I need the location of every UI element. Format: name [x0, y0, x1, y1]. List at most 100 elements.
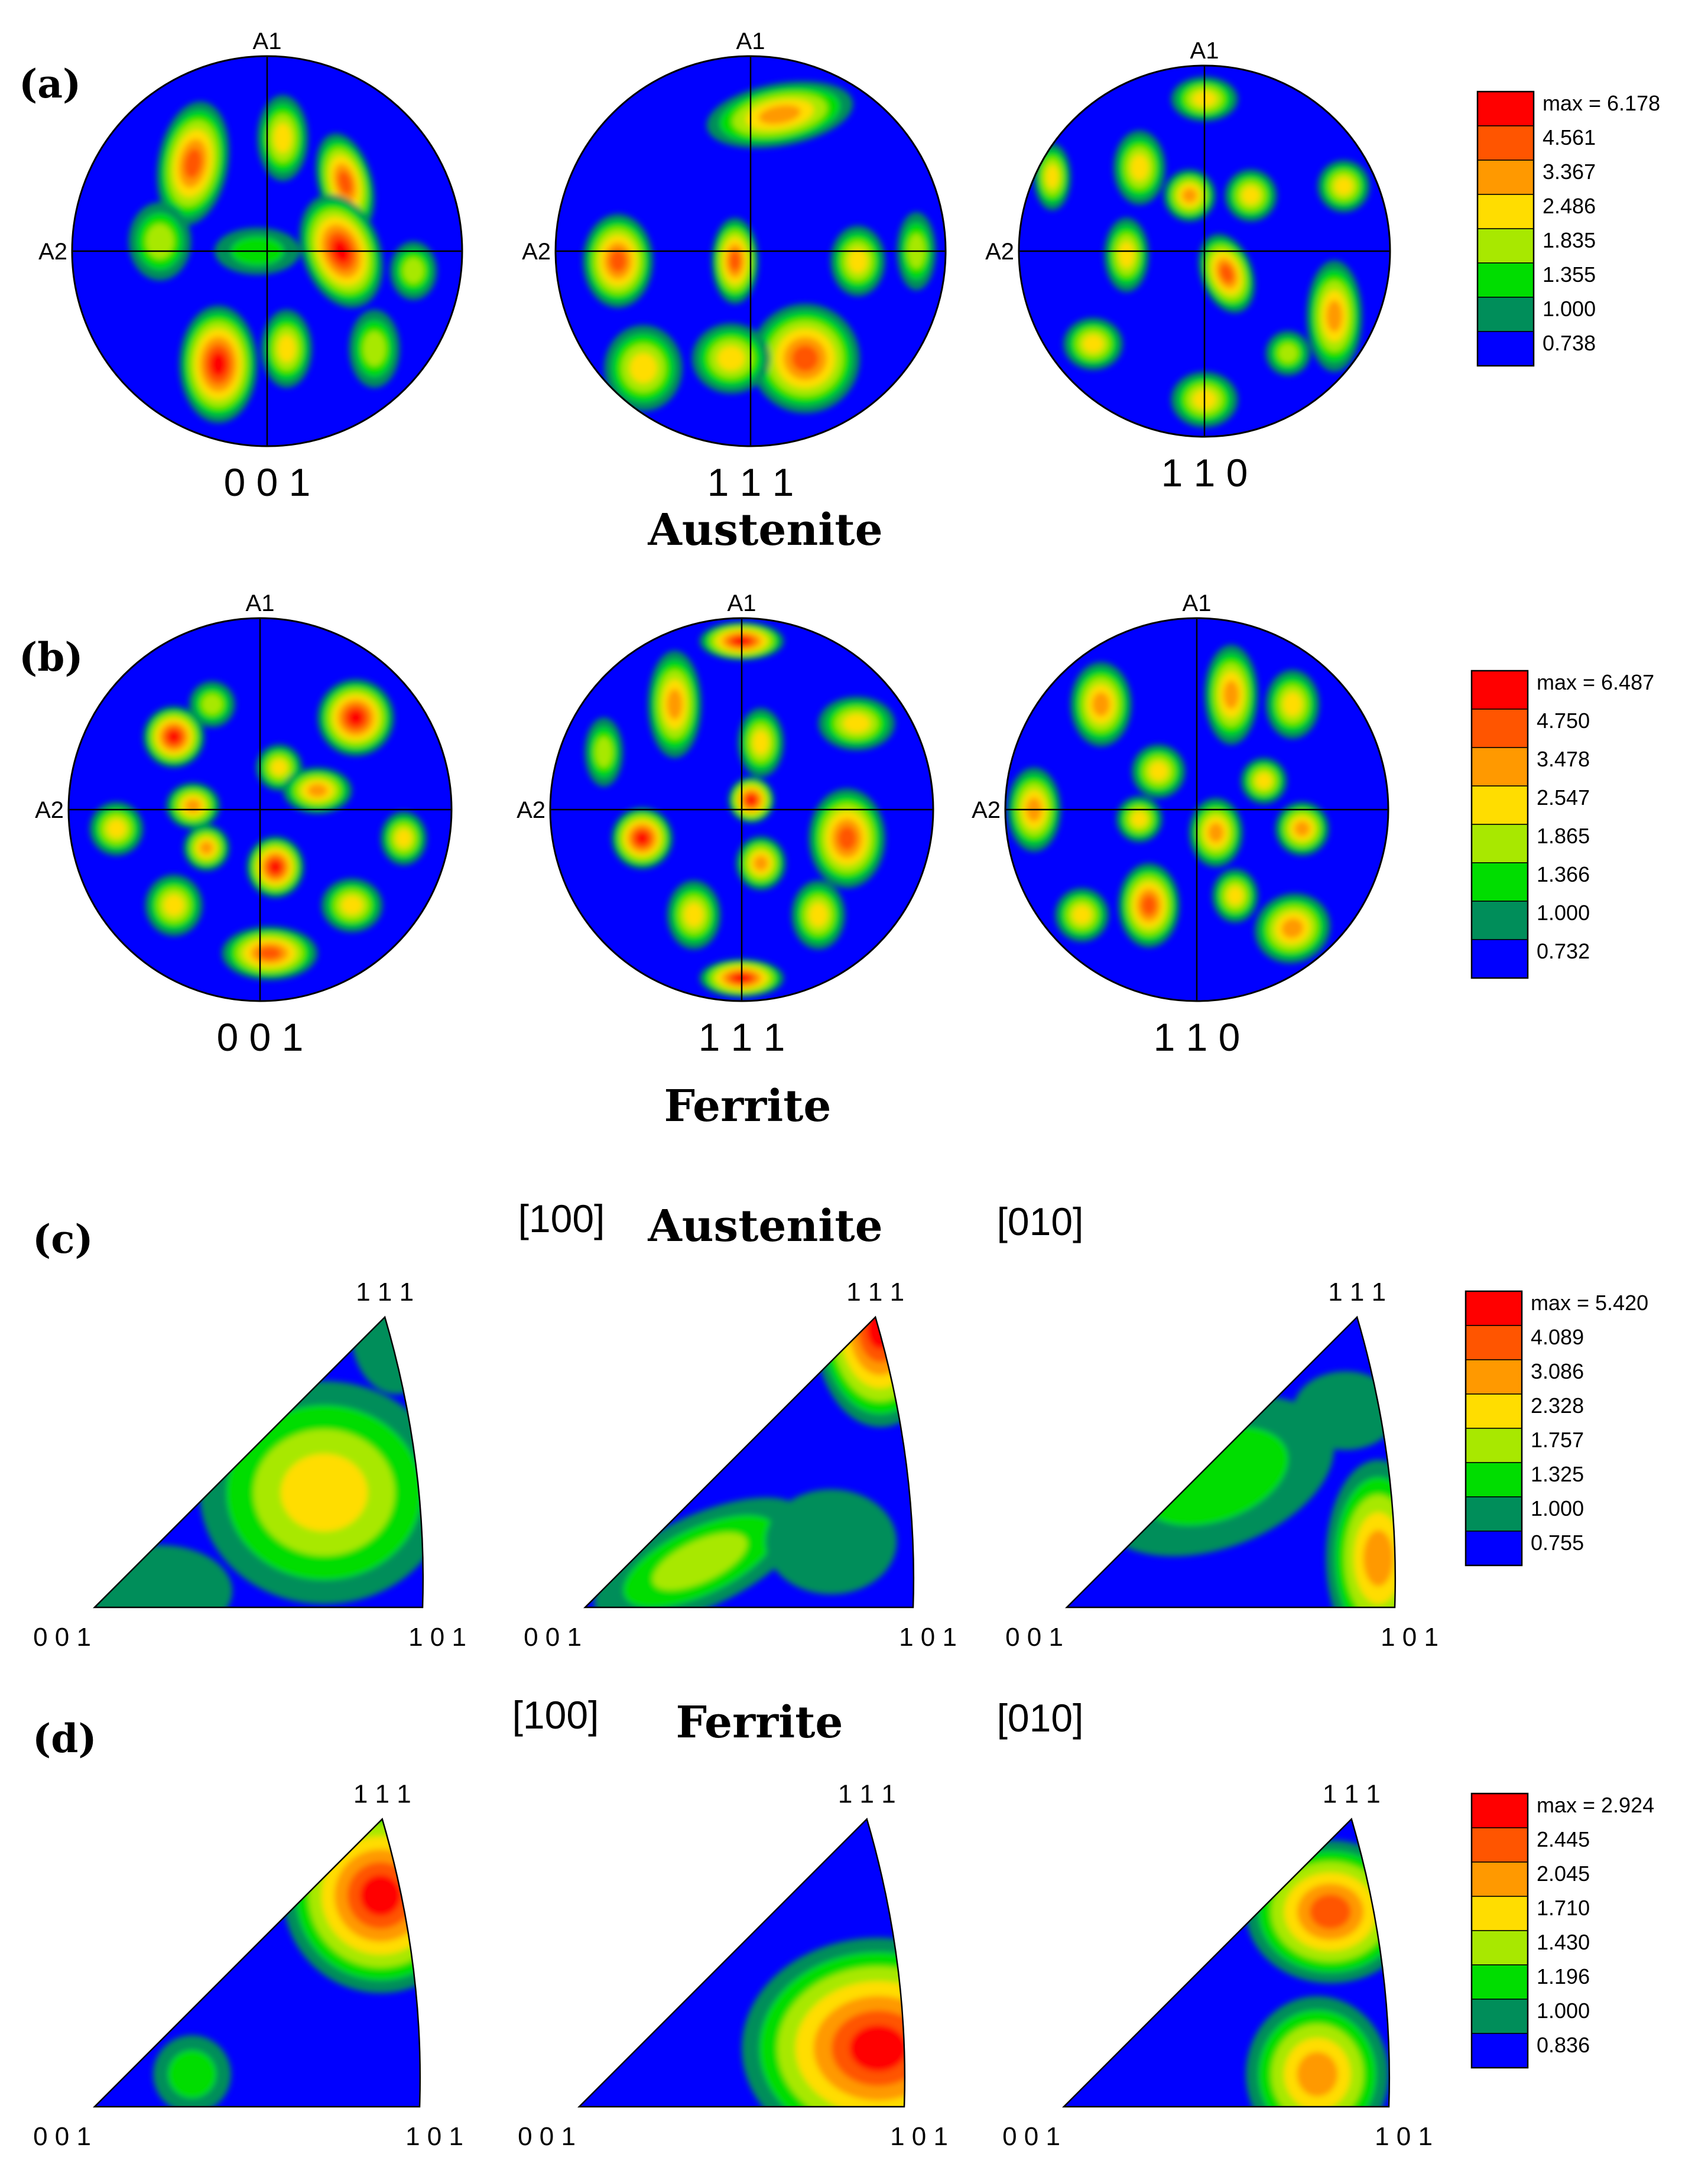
legend-swatch — [1471, 709, 1528, 748]
legend-swatch — [1471, 1999, 1528, 2034]
ipf-outline — [92, 1817, 421, 2108]
contour-blob — [261, 310, 312, 388]
contour-blob — [585, 717, 624, 787]
a1-axis-label: A1 — [728, 590, 756, 616]
ipf-triangle-c-1: 0 0 1 1 0 1 1 1 1 — [33, 1278, 466, 1652]
contour-blob — [389, 241, 437, 300]
corner-label-001: 0 0 1 — [33, 1623, 91, 1652]
corner-label-101: 1 0 1 — [890, 2122, 948, 2151]
legend-swatch — [1471, 1827, 1528, 1863]
contour-blob — [199, 1381, 423, 1604]
legends: max = 6.178 4.561 3.367 2.486 1.835 1.355 1.00… — [1465, 90, 1660, 2069]
legend-c: max = 5.420 4.089 3.086 2.328 1.757 1.325 1.00… — [1465, 1290, 1648, 1567]
ipf-triangle-d-3: 0 0 1 1 0 1 1 1 1 — [1002, 1779, 1433, 2151]
contour-blob — [321, 878, 383, 933]
contour-blob — [712, 217, 759, 304]
contour-blob — [611, 807, 673, 869]
legend-swatch — [1471, 1896, 1528, 1931]
a2-axis-label: A2 — [522, 239, 551, 265]
ipf-triangle-d-2: 0 0 1 1 0 1 1 1 1 — [518, 1779, 948, 2151]
contour-blob — [349, 310, 400, 388]
contour-blob — [179, 306, 258, 423]
legend-frame — [1465, 1290, 1523, 1567]
ipf-triangle-d-1: 0 0 1 1 0 1 1 1 1 — [33, 1779, 463, 2151]
panel-b-phase-title: Ferrite — [664, 1081, 832, 1132]
legend-label: max = 5.420 — [1531, 1291, 1648, 1315]
contour-blob — [89, 802, 144, 856]
panel-d-letter: (d) — [33, 1716, 97, 1762]
contour-blob — [818, 696, 895, 751]
a2-axis-label: A2 — [972, 797, 1001, 823]
contour-blob — [381, 811, 427, 865]
contour-blob — [1163, 169, 1216, 222]
contour-blob — [1113, 130, 1166, 205]
contour-blob — [1034, 143, 1071, 210]
legend-label: max = 2.924 — [1537, 1793, 1654, 1817]
corner-label-001: 0 0 1 — [518, 2122, 576, 2151]
legend-label: max = 6.178 — [1543, 91, 1660, 115]
ipf-outline — [1064, 1315, 1397, 1609]
contour-blob — [1293, 1371, 1395, 1450]
legend-swatch — [1477, 297, 1534, 332]
legend-swatch — [1465, 1393, 1522, 1429]
contour-blob — [1199, 234, 1255, 313]
pole-figure-a-1: A1 A2 0 0 1 — [38, 28, 463, 504]
contour-blob — [604, 325, 683, 411]
contour-blob — [742, 1938, 905, 2107]
legend-swatch — [1477, 160, 1534, 195]
legend-label: 1.325 — [1531, 1462, 1584, 1486]
contour-blob — [751, 304, 860, 413]
panel-c-dir-right: [010] — [997, 1200, 1084, 1243]
legend-swatch — [1465, 1359, 1522, 1395]
a2-axis-label: A2 — [517, 797, 545, 823]
a1-axis-label: A1 — [1183, 590, 1212, 616]
corner-label-001: 0 0 1 — [33, 2122, 91, 2151]
corner-label-111: 1 1 1 — [846, 1278, 904, 1307]
legend-label: 2.445 — [1537, 1827, 1590, 1851]
contour-blob — [1275, 802, 1329, 856]
legend-swatch — [1471, 939, 1528, 979]
contour-blob — [1254, 893, 1331, 963]
legend-label: 0.732 — [1537, 939, 1590, 963]
a1-axis-label: A1 — [1190, 38, 1219, 64]
legend-frame — [1470, 670, 1529, 979]
contour-blob — [283, 1819, 420, 1993]
legend-label: 1.366 — [1537, 862, 1590, 886]
legend-label: 1.710 — [1537, 1896, 1590, 1920]
pole-label: 1 1 1 — [699, 1015, 785, 1059]
legend-label: 4.561 — [1543, 125, 1596, 150]
legend-label: 2.547 — [1537, 785, 1590, 810]
legend-frame — [1476, 90, 1535, 367]
pole-label: 1 1 0 — [1161, 451, 1248, 495]
legend-swatch — [1477, 228, 1534, 264]
contour-blob — [1131, 744, 1186, 798]
contour-blob — [153, 2035, 231, 2107]
contour-blob — [738, 708, 784, 777]
contour-blob — [183, 824, 230, 871]
contour-blob — [95, 1545, 233, 1607]
contour-blob — [1225, 169, 1277, 222]
contour-blob — [189, 681, 235, 727]
legend-label: 3.367 — [1543, 160, 1596, 184]
legend-swatch — [1471, 1964, 1528, 2000]
legend-label: 2.045 — [1537, 1861, 1590, 1886]
legend-swatch — [1465, 1291, 1522, 1326]
panel-a-phase-title: Austenite — [647, 505, 882, 555]
panel-a-letter: (a) — [19, 61, 81, 107]
legend-label: 3.086 — [1531, 1359, 1584, 1383]
ipf-outline — [1061, 1817, 1391, 2108]
contour-blob — [128, 202, 191, 281]
contour-blob — [594, 1497, 806, 1607]
panel-d-dir-right: [010] — [997, 1696, 1084, 1740]
ipf-outline — [92, 1315, 424, 1609]
contour-blob — [706, 81, 853, 148]
legend-d: max = 2.924 2.445 2.045 1.710 1.430 1.196 1.00… — [1470, 1792, 1654, 2069]
panel-b-letter: (b) — [19, 634, 83, 680]
contour-blob — [648, 651, 702, 758]
legend-label: 1.757 — [1531, 1428, 1584, 1452]
legend-label: 1.196 — [1537, 1964, 1590, 1989]
contour-blob — [1189, 798, 1243, 868]
legend-swatch — [1477, 194, 1534, 229]
contour-blob — [692, 323, 770, 394]
corner-label-111: 1 1 1 — [838, 1779, 896, 1808]
